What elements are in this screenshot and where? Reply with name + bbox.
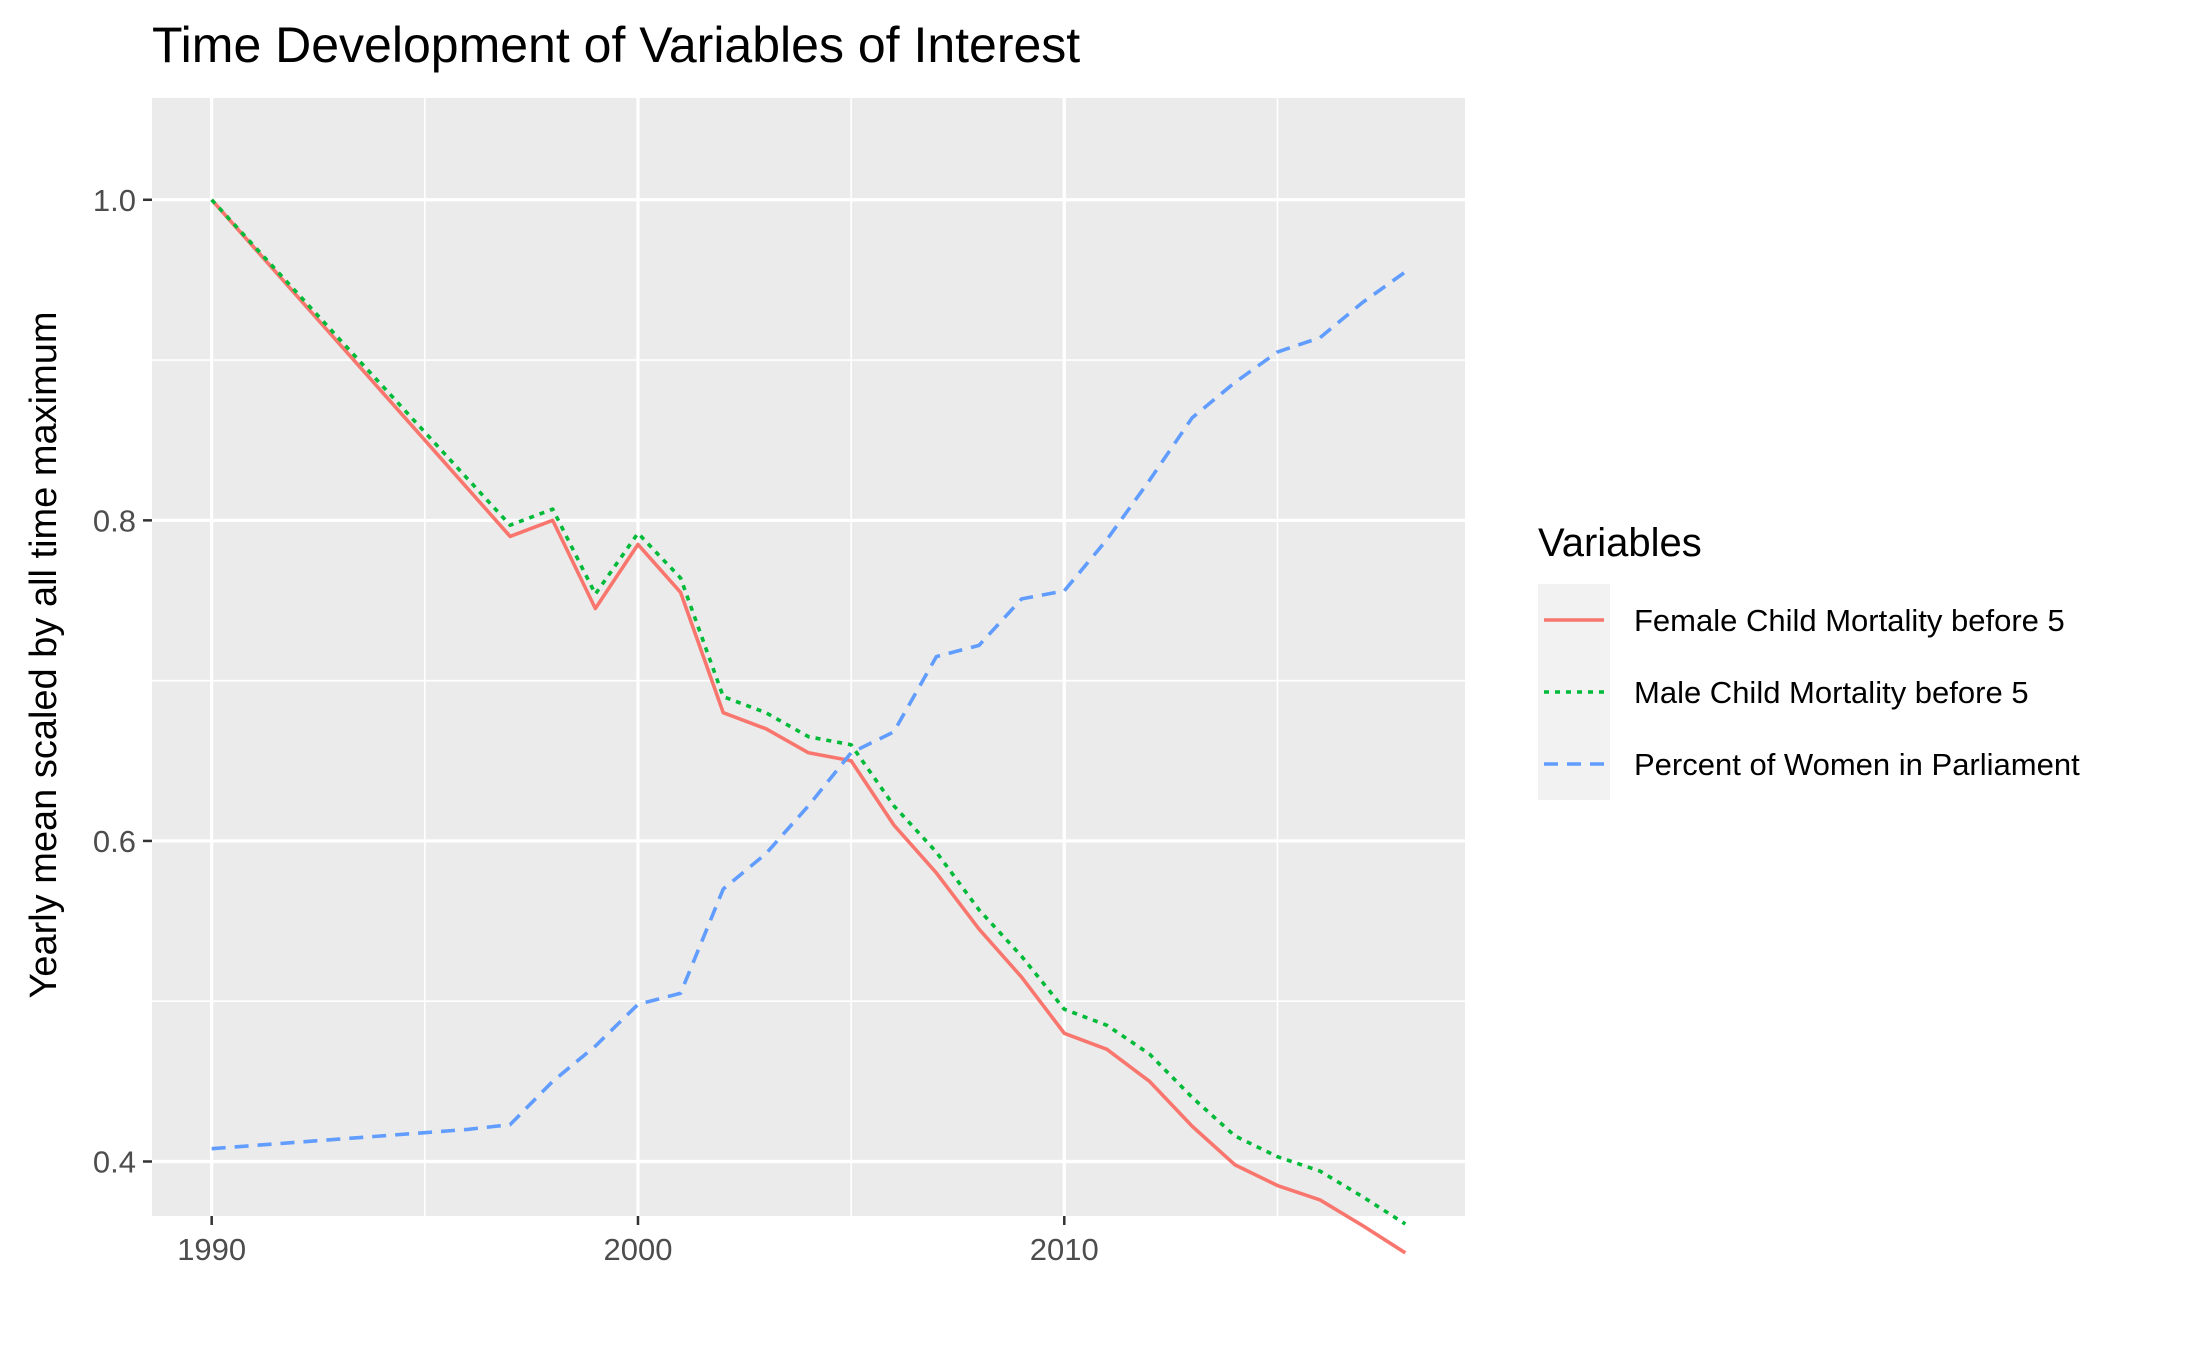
legend-title: Variables [1538, 521, 1702, 565]
series-line-3 [211, 270, 1407, 1151]
y-tick-label: 0.8 [93, 503, 136, 538]
y-tick-label: 1.0 [93, 183, 136, 218]
series-line-1 [210, 198, 1407, 1255]
y-tick-label: 0.4 [93, 1145, 136, 1180]
series-line-2 [210, 198, 1407, 1226]
y-tick-label: 0.6 [93, 824, 136, 859]
x-tick-label: 1990 [177, 1232, 246, 1267]
legend-label-1: Female Child Mortality before 5 [1634, 603, 2065, 638]
chart-title: Time Development of Variables of Interes… [152, 17, 1080, 73]
legend-label-3: Percent of Women in Parliament [1634, 747, 2080, 782]
x-tick-label: 2000 [603, 1232, 672, 1267]
plot-panel [152, 98, 1465, 1216]
legend-label-2: Male Child Mortality before 5 [1634, 675, 2029, 710]
series-lines [210, 198, 1407, 1255]
x-tick-label: 2010 [1030, 1232, 1099, 1267]
y-axis-title: Yearly mean scaled by all time maximum [23, 311, 65, 998]
axes: 0.4 0.6 0.8 1.0 1990 2000 2010 [93, 183, 1099, 1267]
legend: Variables Female Child Mortality before … [1538, 521, 2080, 800]
panel-background [152, 98, 1465, 1216]
